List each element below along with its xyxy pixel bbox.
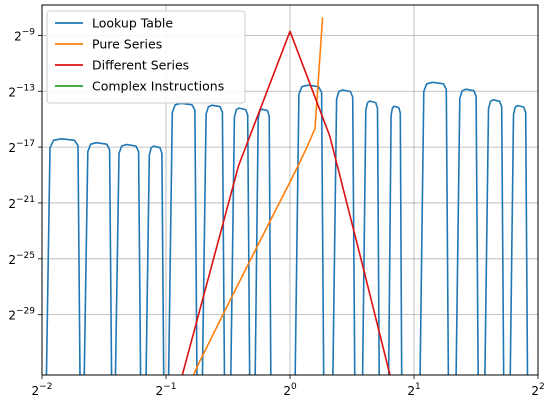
series-line-different-series bbox=[181, 30, 391, 375]
x-tick-label: 21 bbox=[407, 382, 420, 398]
y-tick-base: 2 bbox=[8, 253, 16, 267]
x-axis: 2−2 2−1 20 21 22 bbox=[32, 375, 544, 398]
legend-label: Complex Instructions bbox=[92, 79, 224, 94]
y-tick-exponent: −29 bbox=[16, 307, 35, 317]
x-tick-label: 2−2 bbox=[32, 382, 53, 398]
x-tick-label: 20 bbox=[283, 382, 297, 398]
legend: Lookup Table Pure Series Different Series C… bbox=[46, 10, 246, 104]
y-tick-label: 2−17 bbox=[8, 139, 35, 155]
x-tick-label: 2−1 bbox=[156, 382, 177, 398]
x-tick-base: 2 bbox=[531, 384, 539, 398]
y-tick-base: 2 bbox=[14, 29, 22, 43]
y-tick-label: 2−9 bbox=[14, 27, 35, 43]
y-tick-label: 2−25 bbox=[8, 251, 35, 267]
y-tick-label: 2−13 bbox=[8, 83, 35, 99]
x-tick-exponent: −2 bbox=[39, 382, 52, 392]
y-tick-exponent: −25 bbox=[16, 251, 35, 261]
legend-label: Different Series bbox=[92, 58, 189, 73]
y-axis: 2−92−132−172−212−252−29 bbox=[8, 27, 42, 323]
y-tick-exponent: −21 bbox=[16, 195, 35, 205]
y-tick-exponent: −9 bbox=[22, 27, 36, 37]
x-tick-base: 2 bbox=[407, 384, 415, 398]
legend-label: Pure Series bbox=[92, 37, 162, 52]
y-tick-base: 2 bbox=[8, 85, 16, 99]
y-tick-base: 2 bbox=[8, 197, 16, 211]
y-tick-label: 2−21 bbox=[8, 195, 35, 211]
x-tick-label: 22 bbox=[531, 382, 544, 398]
y-tick-base: 2 bbox=[8, 141, 16, 155]
y-tick-exponent: −17 bbox=[16, 139, 35, 149]
x-tick-exponent: 1 bbox=[415, 382, 421, 392]
x-tick-exponent: −1 bbox=[163, 382, 176, 392]
x-tick-base: 2 bbox=[283, 384, 291, 398]
legend-label: Lookup Table bbox=[92, 16, 173, 31]
x-tick-exponent: 0 bbox=[291, 382, 297, 392]
y-tick-base: 2 bbox=[8, 309, 16, 323]
series-line-pure-series bbox=[192, 17, 324, 375]
x-tick-base: 2 bbox=[32, 384, 40, 398]
x-tick-base: 2 bbox=[156, 384, 164, 398]
legend-box bbox=[46, 10, 246, 104]
series-layer bbox=[45, 17, 529, 375]
x-tick-exponent: 2 bbox=[539, 382, 544, 392]
series-line-lookup-table bbox=[45, 81, 529, 375]
y-tick-label: 2−29 bbox=[8, 307, 35, 323]
y-tick-exponent: −13 bbox=[16, 83, 35, 93]
